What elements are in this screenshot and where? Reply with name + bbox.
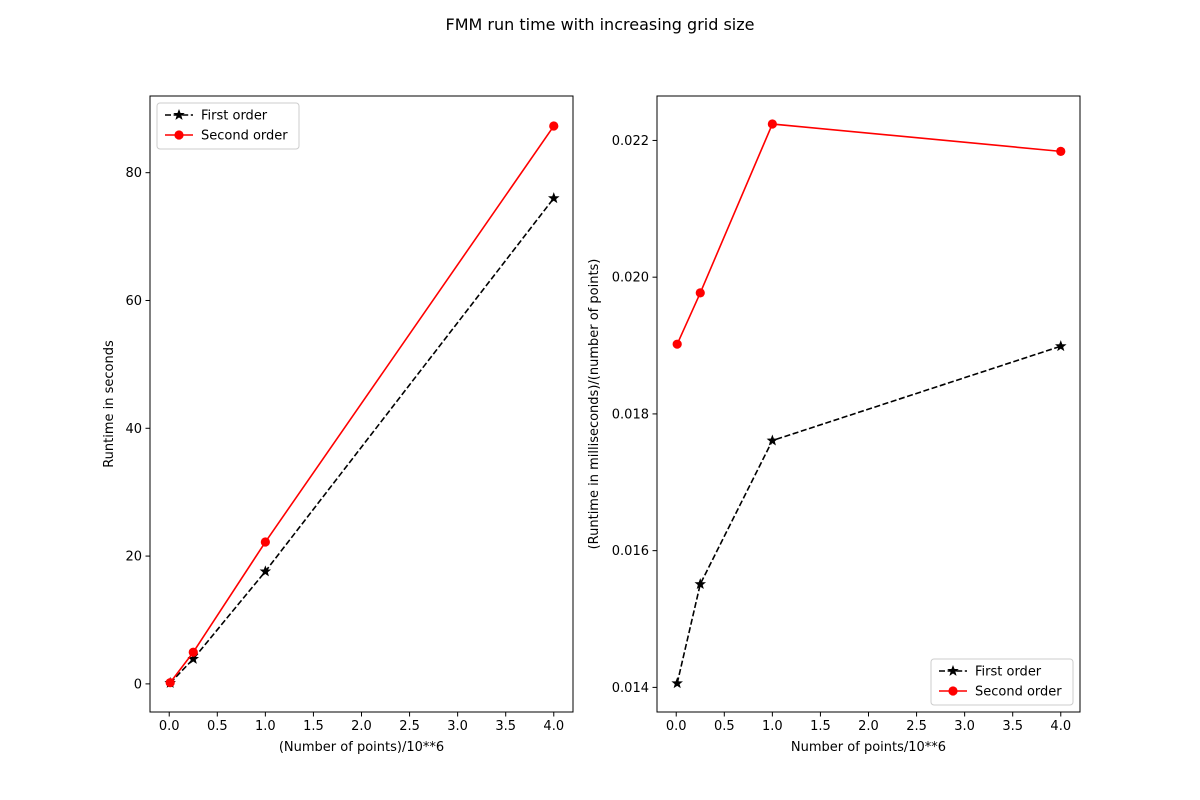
data-point-second-order bbox=[767, 119, 777, 129]
data-point-second-order bbox=[165, 678, 175, 688]
x-tick-label: 2.5 bbox=[906, 719, 927, 734]
figure-title: FMM run time with increasing grid size bbox=[446, 15, 755, 34]
x-axis-label: Number of points/10**6 bbox=[791, 740, 946, 755]
x-tick-label: 1.5 bbox=[303, 719, 324, 734]
chart-left: 0.0 0.5 1.0 1.5 2.0 2.5 3.0 3.5 4.0 0 20 40 60 80 (Num… bbox=[102, 95, 574, 755]
x-tick-label: 3.5 bbox=[495, 719, 516, 734]
x-tick-label: 0.5 bbox=[714, 719, 735, 734]
data-point-second-order bbox=[549, 121, 559, 131]
x-tick-label: 2.5 bbox=[399, 719, 420, 734]
y-axis-label: Runtime in seconds bbox=[102, 340, 117, 468]
y-tick-label: 0.014 bbox=[612, 681, 649, 696]
y-tick-label: 20 bbox=[125, 550, 142, 565]
legend: First order Second order bbox=[930, 658, 1074, 706]
legend-label-second-order: Second order bbox=[975, 685, 1062, 700]
data-point-first-order bbox=[1055, 340, 1067, 352]
series-line-second-order bbox=[169, 125, 555, 684]
series-line-first-order bbox=[169, 197, 555, 684]
y-tick-label: 60 bbox=[125, 294, 142, 309]
legend-label-second-order: Second order bbox=[201, 129, 288, 144]
x-tick-label: 0.0 bbox=[159, 719, 180, 734]
x-tick-label: 3.5 bbox=[1002, 719, 1023, 734]
data-point-second-order bbox=[188, 647, 198, 657]
plot-frame bbox=[149, 95, 574, 713]
data-point-second-order bbox=[695, 288, 705, 298]
legend-label-first-order: First order bbox=[975, 665, 1042, 680]
x-tick-label: 2.0 bbox=[858, 719, 879, 734]
legend-marker-second-order bbox=[948, 686, 958, 696]
legend: First order Second order bbox=[156, 102, 300, 150]
x-axis-label: (Number of points)/10**6 bbox=[279, 740, 444, 755]
x-tick-label: 0.5 bbox=[207, 719, 228, 734]
plot-frame bbox=[656, 95, 1081, 713]
x-tick-label: 4.0 bbox=[1050, 719, 1071, 734]
x-tick-label: 0.0 bbox=[666, 719, 687, 734]
legend-marker-first-order bbox=[947, 664, 959, 676]
data-point-first-order bbox=[694, 578, 707, 590]
data-point-first-order bbox=[766, 434, 779, 446]
series-second-order bbox=[165, 121, 559, 688]
x-tick-label: 1.0 bbox=[255, 719, 276, 734]
y-axis-label: (Runtime in milliseconds)/(number of poi… bbox=[587, 259, 602, 550]
series-second-order bbox=[672, 119, 1066, 349]
data-point-first-order bbox=[548, 192, 560, 204]
legend-marker-first-order bbox=[173, 108, 185, 120]
legend-marker-second-order bbox=[174, 130, 184, 140]
series-line-first-order bbox=[676, 345, 1062, 684]
y-tick-label: 0.016 bbox=[612, 544, 649, 559]
y-tick-label: 0.020 bbox=[612, 271, 649, 286]
x-tick-label: 4.0 bbox=[543, 719, 564, 734]
data-point-second-order bbox=[1056, 146, 1066, 156]
x-tick-label: 1.5 bbox=[810, 719, 831, 734]
series-first-order bbox=[164, 192, 560, 688]
y-tick-label: 0.018 bbox=[612, 407, 649, 422]
chart-right: 0.0 0.5 1.0 1.5 2.0 2.5 3.0 3.5 4.0 0.014 0.016 0.0… bbox=[587, 95, 1081, 755]
legend-label-first-order: First order bbox=[201, 109, 268, 124]
data-point-second-order bbox=[260, 537, 270, 547]
data-point-first-order bbox=[671, 677, 683, 689]
x-tick-label: 1.0 bbox=[762, 719, 783, 734]
data-point-first-order bbox=[259, 565, 272, 577]
y-tick-label: 40 bbox=[125, 422, 142, 437]
x-tick-label: 2.0 bbox=[351, 719, 372, 734]
y-tick-label: 0.022 bbox=[612, 134, 649, 149]
y-tick-label: 80 bbox=[125, 166, 142, 181]
x-tick-label: 3.0 bbox=[447, 719, 468, 734]
x-tick-label: 3.0 bbox=[954, 719, 975, 734]
series-line-second-order bbox=[676, 123, 1061, 345]
series-first-order bbox=[671, 340, 1067, 689]
y-tick-label: 0 bbox=[134, 677, 142, 692]
data-point-second-order bbox=[672, 339, 682, 349]
